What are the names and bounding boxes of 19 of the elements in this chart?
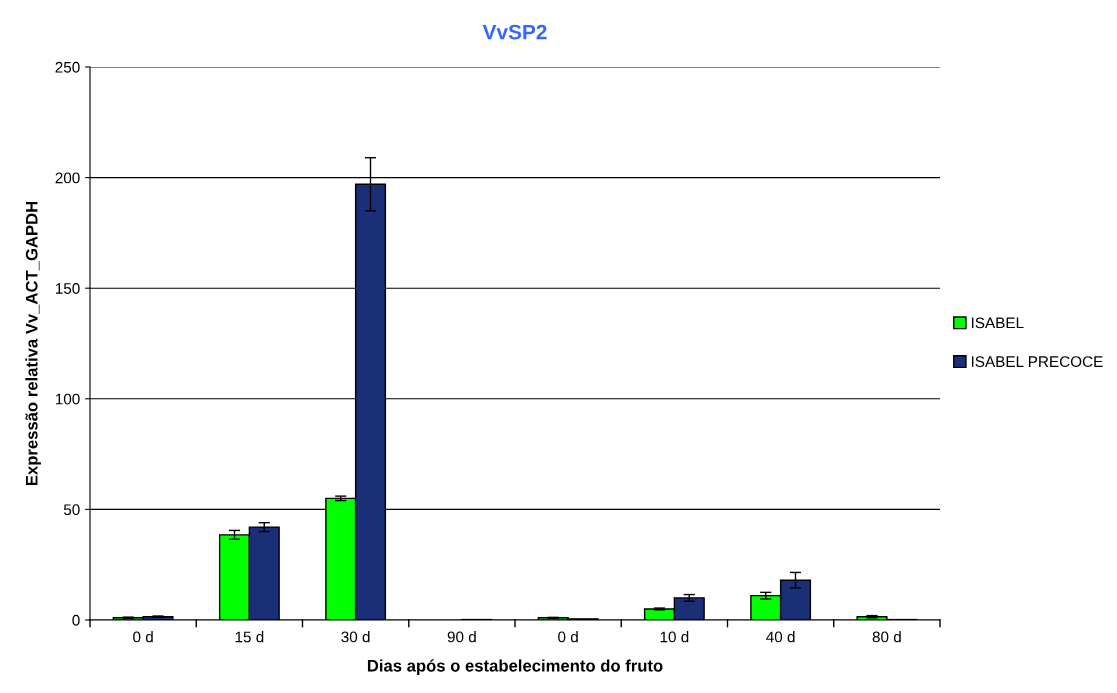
x-tick-label: 0 d [133,631,153,643]
y-axis-title: Expressão relativa Vv_ACT_GAPDH [25,201,41,486]
chart-title: VvSP2 [482,24,547,40]
y-tick-label: 100 [55,393,80,405]
x-tick-label: 0 d [558,631,578,643]
x-tick-label: 30 d [341,631,370,643]
x-tick-label: 80 d [872,631,901,643]
x-tick-label: 40 d [766,631,795,643]
y-tick-label: 50 [63,504,80,516]
x-axis-title: Dias após o estabelecimento do fruto [367,659,663,675]
y-tick-label: 250 [55,61,80,73]
legend-label: ISABEL [971,317,1024,329]
legend-label: ISABEL PRECOCE [971,356,1103,368]
x-tick-label: 10 d [660,631,689,643]
x-tick-label: 90 d [447,631,476,643]
y-tick-label: 0 [72,614,80,626]
x-tick-label: 15 d [235,631,264,643]
y-tick-label: 150 [55,283,80,294]
y-tick-label: 200 [55,172,80,184]
